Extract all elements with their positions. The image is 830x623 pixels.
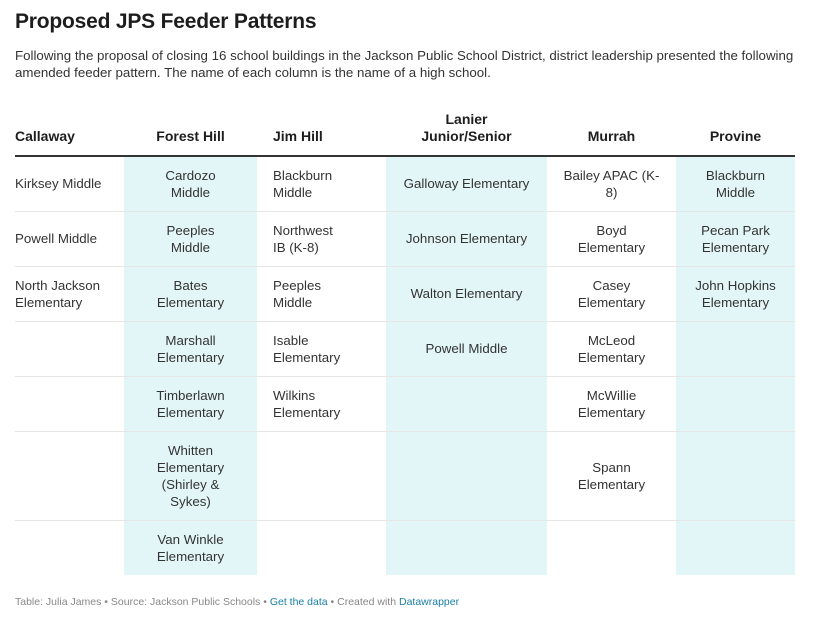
table-cell: Blackburn Middle — [257, 156, 386, 212]
table-row: Van Winkle Elementary — [15, 520, 795, 575]
column-header: Callaway — [15, 102, 124, 157]
table-cell — [386, 520, 547, 575]
table-row: Timberlawn Elementary Wilkins Elementary M… — [15, 376, 795, 432]
table-cell: Blackburn Middle — [676, 156, 795, 212]
table-cell — [257, 431, 386, 521]
column-header: Forest Hill — [124, 102, 257, 157]
table-row: North Jackson Elementary Bates Elementary… — [15, 266, 795, 322]
page-title: Proposed JPS Feeder Patterns — [15, 10, 317, 33]
table-cell: Wilkins Elementary — [257, 376, 386, 432]
table-row: Powell Middle Peeples Middle Northwest IB … — [15, 211, 795, 267]
table-cell: Pecan Park Elementary — [676, 211, 795, 267]
table-cell — [15, 376, 124, 432]
table-cell — [15, 321, 124, 377]
table-cell: Powell Middle — [386, 321, 547, 377]
table-cell: Bates Elementary — [124, 266, 257, 322]
table-row: Whitten Elementary (Shirley & Sykes) Span… — [15, 431, 795, 521]
table-cell — [386, 376, 547, 432]
table-cell — [676, 431, 795, 521]
table-row: Kirksey Middle Cardozo Middle Blackburn Mi… — [15, 156, 795, 212]
table-cell: North Jackson Elementary — [15, 266, 124, 322]
table-cell: Cardozo Middle — [124, 156, 257, 212]
table-cell: Timberlawn Elementary — [124, 376, 257, 432]
table-cell: Boyd Elementary — [547, 211, 676, 267]
table-cell: Marshall Elementary — [124, 321, 257, 377]
table-cell: Peeples Middle — [257, 266, 386, 322]
table-cell — [15, 520, 124, 575]
footer: Table: Julia James • Source: Jackson Pub… — [15, 596, 459, 608]
column-header: Murrah — [547, 102, 676, 157]
table-header-row: Callaway Forest Hill Jim Hill Lanier Junior… — [15, 102, 795, 157]
column-header: Provine — [676, 102, 795, 157]
table-cell: Whitten Elementary (Shirley & Sykes) — [124, 431, 257, 521]
table-cell: Spann Elementary — [547, 431, 676, 521]
table-cell: Walton Elementary — [386, 266, 547, 322]
table-cell: Johnson Elementary — [386, 211, 547, 267]
table-cell: Peeples Middle — [124, 211, 257, 267]
table-cell — [676, 321, 795, 377]
table-cell: Kirksey Middle — [15, 156, 124, 212]
table-cell: Powell Middle — [15, 211, 124, 267]
footer-credit: Table: Julia James • Source: Jackson Pub… — [15, 596, 270, 608]
table-cell: Casey Elementary — [547, 266, 676, 322]
table-cell — [676, 376, 795, 432]
column-header: Jim Hill — [257, 102, 386, 157]
table-cell: Galloway Elementary — [386, 156, 547, 212]
table-cell: McWillie Elementary — [547, 376, 676, 432]
table-cell — [547, 520, 676, 575]
table-cell: McLeod Elementary — [547, 321, 676, 377]
footer-created-with: • Created with — [327, 596, 399, 608]
table-cell — [257, 520, 386, 575]
table-cell: Van Winkle Elementary — [124, 520, 257, 575]
table-cell — [386, 431, 547, 521]
datawrapper-link[interactable]: Datawrapper — [398, 596, 460, 608]
feeder-table: Callaway Forest Hill Jim Hill Lanier Junior… — [15, 102, 795, 575]
table-cell: John Hopkins Elementary — [676, 266, 795, 322]
table-description: Following the proposal of closing 16 sch… — [15, 48, 794, 80]
table-cell: Isable Elementary — [257, 321, 386, 377]
table-cell: Northwest IB (K-8) — [257, 211, 386, 267]
get-the-data-link[interactable]: Get the data — [269, 596, 328, 608]
table-cell — [15, 431, 124, 521]
column-header: Lanier Junior/Senior — [386, 102, 547, 157]
table-row: Marshall Elementary Isable Elementary Powe… — [15, 321, 795, 377]
table-body: Kirksey Middle Cardozo Middle Blackburn Mi… — [15, 156, 795, 575]
table-cell — [676, 520, 795, 575]
table-cell: Bailey APAC (K-8) — [547, 156, 676, 212]
